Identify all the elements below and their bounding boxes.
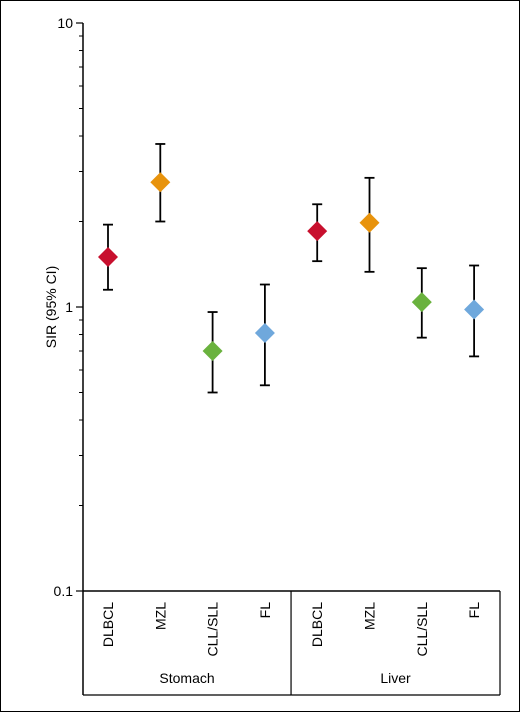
data-points [98, 143, 485, 394]
group-labels: Stomach Liver [83, 591, 501, 696]
data-point [307, 203, 328, 263]
y-axis-label: SIR (95% CI) [43, 266, 59, 348]
data-point [464, 264, 485, 358]
x-category-label: CLL/SLL [414, 602, 430, 657]
group-label: Stomach [159, 670, 214, 686]
diamond-marker [464, 299, 485, 320]
data-point [359, 176, 380, 273]
diamond-marker [359, 212, 380, 233]
x-category-label: MZL [362, 602, 378, 630]
data-point [411, 267, 432, 339]
diamond-marker [202, 340, 223, 361]
x-category-label: CLL/SLL [205, 602, 221, 657]
diamond-marker [411, 292, 432, 313]
diamond-marker [150, 172, 171, 193]
x-category-label: MZL [152, 602, 168, 630]
x-category-label: FL [466, 602, 482, 619]
y-tick-label: 1 [65, 299, 73, 315]
diamond-marker [307, 221, 328, 242]
y-tick-label: 0.1 [54, 583, 74, 599]
data-point [254, 283, 275, 387]
data-point [150, 143, 171, 223]
data-point [202, 311, 223, 394]
x-category-label: DLBCL [100, 602, 116, 647]
x-categories: DLBCL MZL CLL/SLL FL DLBCL MZL CLL/SLL FL [100, 602, 482, 657]
y-tick-label: 10 [57, 15, 73, 31]
x-category-label: DLBCL [309, 602, 325, 647]
x-category-label: FL [257, 602, 273, 619]
group-label: Liver [380, 670, 411, 686]
diamond-marker [254, 322, 275, 343]
diamond-marker [98, 246, 118, 267]
y-ticks: 10 1 0.1 [54, 15, 83, 599]
data-point [98, 223, 118, 291]
